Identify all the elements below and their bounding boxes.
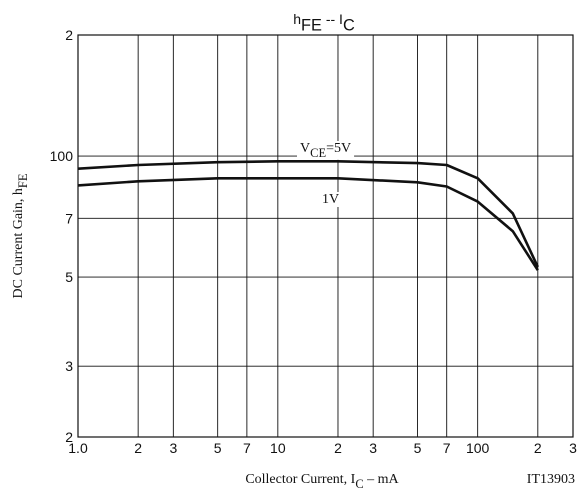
- text-part: C: [343, 16, 355, 34]
- series-label: VCE=5V: [300, 141, 351, 160]
- x-tick-label: 7: [443, 440, 451, 456]
- x-axis-label: Collector Current, IC – mA: [245, 472, 399, 491]
- x-tick-label: 10: [270, 440, 286, 456]
- x-tick-label: 3: [369, 440, 377, 456]
- label-background: [297, 141, 355, 160]
- chart-title: hFE -- IC: [293, 11, 355, 34]
- text-part: =5V: [326, 141, 351, 156]
- text-part: h: [293, 11, 301, 27]
- plot-frame: [77, 34, 574, 438]
- x-tick-label: 2: [534, 440, 542, 456]
- figure-id: IT13903: [527, 472, 575, 487]
- x-tick-label: 2: [334, 440, 342, 456]
- x-tick-label: 1.0: [68, 440, 88, 456]
- label-background: [319, 192, 343, 207]
- text-part: 1V: [322, 192, 339, 207]
- series-label: 1V: [322, 192, 339, 207]
- text-part: C: [355, 477, 363, 491]
- text-part: CE: [310, 146, 326, 160]
- y-tick-label: 7: [65, 210, 73, 226]
- series-line: [77, 177, 539, 271]
- x-tick-label: 2: [134, 440, 142, 456]
- y-tick-label: 5: [65, 269, 73, 285]
- text-part: DC Current Gain, h: [11, 188, 26, 298]
- y-axis-label: DC Current Gain, hFE: [11, 174, 30, 299]
- text-part: Collector Current, I: [245, 472, 355, 487]
- x-tick-label: 5: [414, 440, 422, 456]
- series-line: [77, 160, 539, 268]
- y-tick-label: 2: [65, 27, 73, 43]
- text-part: – mA: [364, 472, 400, 487]
- x-tick-label: 5: [214, 440, 222, 456]
- x-tick-label: 100: [466, 440, 490, 456]
- text-part: -- I: [322, 11, 343, 27]
- x-tick-label: 3: [569, 440, 577, 456]
- y-tick-label: 100: [50, 148, 74, 164]
- x-tick-label: 7: [243, 440, 251, 456]
- y-tick-label: 2: [65, 429, 73, 445]
- y-tick-label: 3: [65, 358, 73, 374]
- text-part: FE: [301, 16, 322, 34]
- x-tick-label: 3: [169, 440, 177, 456]
- text-part: V: [300, 141, 310, 156]
- text-part: FE: [16, 174, 30, 189]
